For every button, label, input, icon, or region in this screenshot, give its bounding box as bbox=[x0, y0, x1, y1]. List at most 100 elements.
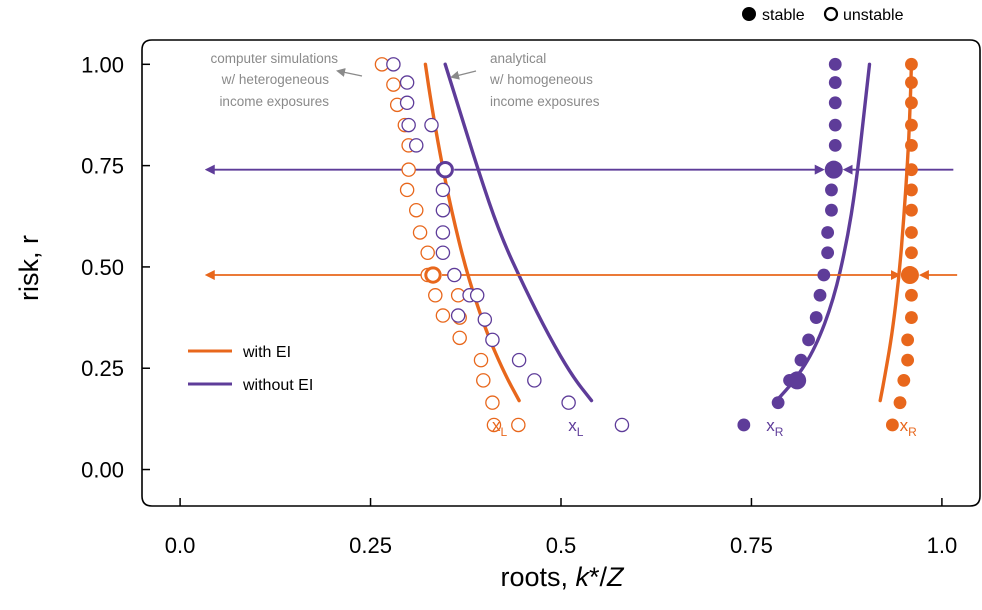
unstable-highlight-point bbox=[424, 266, 442, 284]
stable-point bbox=[821, 226, 835, 239]
root-label: xR bbox=[900, 416, 918, 439]
unstable-legend-label: unstable bbox=[843, 7, 904, 24]
unstable-point bbox=[477, 312, 493, 327]
unstable-point bbox=[485, 332, 500, 348]
stable-point bbox=[737, 418, 751, 432]
stable-point bbox=[794, 353, 808, 367]
stable-point bbox=[813, 288, 827, 302]
annotation-analytical-line1: analytical bbox=[490, 51, 546, 66]
stable-point bbox=[802, 333, 815, 347]
annotation-simulations-line3: income exposures bbox=[219, 94, 329, 109]
x-tick-label: 1.0 bbox=[927, 533, 958, 558]
annotation-analytical-line2: w/ homogeneous bbox=[489, 72, 593, 87]
analytical-curve bbox=[774, 62, 872, 403]
annotation-simulations-line1: computer simulations bbox=[210, 51, 338, 66]
unstable-point bbox=[469, 288, 485, 303]
stable-point bbox=[821, 246, 835, 260]
legend-label-with-ei: with EI bbox=[242, 344, 291, 361]
unstable-legend-marker bbox=[823, 6, 839, 22]
unstable-point bbox=[386, 77, 401, 92]
stable-point bbox=[828, 138, 842, 152]
legend-label-without-ei: without EI bbox=[242, 377, 313, 394]
stable-point bbox=[885, 418, 899, 432]
y-tick-label: 0.00 bbox=[81, 458, 124, 483]
y-tick-label: 1.00 bbox=[81, 52, 124, 77]
stable-point bbox=[905, 57, 918, 71]
stable-point bbox=[897, 373, 911, 387]
unstable-point bbox=[561, 395, 576, 410]
flow-arrows bbox=[204, 164, 958, 281]
annotation-analytical-line3: income exposures bbox=[490, 94, 600, 109]
stable-point bbox=[905, 76, 918, 89]
annotation-analytical: analytical w/ homogeneous income exposur… bbox=[450, 51, 600, 109]
y-tick-label: 0.50 bbox=[81, 255, 124, 280]
unstable-point bbox=[399, 182, 415, 198]
points bbox=[374, 57, 919, 433]
analytical-curve bbox=[423, 62, 521, 403]
stable-point bbox=[905, 138, 918, 152]
unstable-point bbox=[401, 117, 416, 133]
stable-highlight-point bbox=[788, 371, 807, 390]
unstable-point bbox=[424, 117, 439, 133]
stable-point bbox=[828, 118, 842, 132]
stable-point bbox=[905, 311, 918, 324]
unstable-point bbox=[435, 182, 451, 198]
stable-point bbox=[809, 311, 823, 324]
x-tick-label: 0.25 bbox=[349, 533, 392, 558]
unstable-point bbox=[614, 417, 630, 433]
stable-point bbox=[905, 246, 918, 260]
root-label: xL bbox=[492, 416, 508, 439]
x-tick-label: 0.5 bbox=[546, 533, 577, 558]
curves bbox=[423, 62, 914, 403]
unstable-point bbox=[450, 308, 466, 323]
series-legend: with EI without EI bbox=[188, 344, 313, 394]
stable-highlight-point bbox=[824, 160, 843, 179]
x-tick-label: 0.0 bbox=[165, 533, 196, 558]
stable-legend-marker bbox=[742, 7, 756, 21]
annotation-simulations: computer simulations w/ heterogeneous in… bbox=[210, 51, 363, 109]
unstable-point bbox=[399, 75, 415, 90]
axis-ticks: 0.0 0.25 0.5 0.75 1.0 0.00 0.25 0.50 0.75 1.00 bbox=[81, 52, 957, 558]
unstable-point bbox=[386, 57, 401, 72]
root-labels: xL xL xR xR bbox=[492, 416, 917, 439]
y-tick-label: 0.25 bbox=[81, 356, 124, 381]
x-axis-title: roots, k*/Z bbox=[500, 562, 625, 592]
stable-highlight-point bbox=[900, 266, 919, 285]
stable-point bbox=[893, 396, 907, 410]
annotation-simulations-arrow bbox=[336, 68, 363, 77]
plot-frame bbox=[141, 39, 981, 507]
annotation-analytical-arrow bbox=[450, 70, 477, 80]
y-axis-title: risk, r bbox=[14, 235, 44, 301]
stable-point bbox=[901, 333, 915, 347]
unstable-point bbox=[476, 373, 491, 388]
stable-point bbox=[828, 96, 842, 110]
stable-point bbox=[825, 203, 838, 217]
stable-point bbox=[771, 396, 785, 410]
unstable-point bbox=[527, 373, 542, 388]
stable-point bbox=[905, 288, 918, 302]
stable-point bbox=[817, 268, 831, 282]
stable-point bbox=[825, 183, 838, 197]
stable-point bbox=[905, 96, 918, 110]
annotation-simulations-line2: w/ heterogeneous bbox=[221, 72, 330, 87]
unstable-point bbox=[473, 352, 489, 368]
unstable-point bbox=[486, 417, 502, 433]
unstable-point bbox=[435, 202, 451, 218]
unstable-point bbox=[401, 162, 416, 177]
unstable-point bbox=[435, 225, 451, 240]
unstable-point bbox=[511, 417, 526, 433]
analytical-curve bbox=[443, 62, 594, 403]
root-label: xR bbox=[766, 416, 784, 439]
unstable-point bbox=[409, 138, 424, 153]
unstable-point bbox=[420, 245, 435, 260]
unstable-point bbox=[511, 352, 527, 368]
unstable-point bbox=[447, 267, 462, 283]
stable-point bbox=[828, 57, 842, 71]
unstable-point bbox=[435, 308, 451, 323]
stable-legend-label: stable bbox=[762, 7, 805, 24]
unstable-point bbox=[399, 95, 415, 111]
stable-point bbox=[828, 76, 842, 89]
stable-point bbox=[905, 183, 918, 197]
stable-point bbox=[905, 163, 918, 177]
